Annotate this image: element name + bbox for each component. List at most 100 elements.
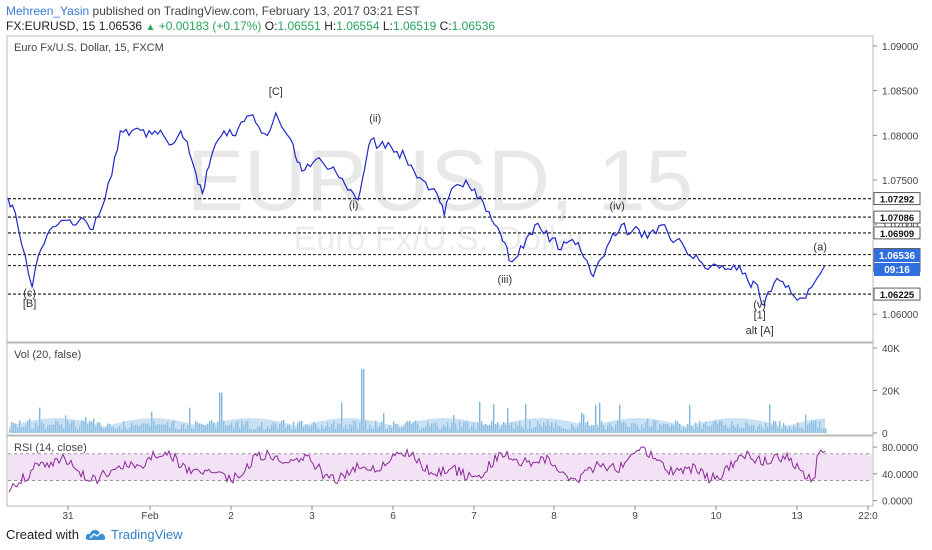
price-change: +0.00183 (+0.17%) <box>158 19 262 33</box>
volume-axis[interactable]: 40K 20K 0 <box>873 344 900 440</box>
wave-label: (a) <box>813 242 826 254</box>
symbol-watermark: EURUSD, 15 <box>187 133 694 229</box>
rsi-band <box>8 453 872 481</box>
level-tag-label: 1.07292 <box>880 195 914 206</box>
level-tags: 1.072921.070861.069091.066661.065431.062… <box>873 192 921 301</box>
price-tick-label: 1.08000 <box>882 131 919 142</box>
volume-bar <box>363 369 365 433</box>
wave-label: [B] <box>23 298 36 310</box>
time-tick-label: 10 <box>710 511 722 522</box>
level-tag-bg <box>873 210 921 224</box>
horizontal-levels <box>8 198 872 295</box>
level-tag-bg <box>873 226 921 240</box>
price-tick-label: 1.06000 <box>882 310 919 321</box>
volume-bar <box>825 428 827 433</box>
rsi-tick-label: 80.0000 <box>882 443 919 454</box>
time-tick-label: 2 <box>228 511 234 522</box>
level-tag-label: 1.07086 <box>880 213 914 224</box>
low-label: L: <box>382 19 393 33</box>
wave-label: (iii) <box>497 274 512 286</box>
time-tick-label: Feb <box>141 511 159 522</box>
price-line <box>7 111 826 307</box>
wave-label: (v) <box>753 299 766 311</box>
volume-bar <box>507 408 509 433</box>
price-tick-label: 1.07000 <box>882 221 919 232</box>
time-tick-label: 7 <box>471 511 477 522</box>
symbol: FX:EURUSD, 15 <box>6 19 96 33</box>
open-label: O: <box>264 19 278 33</box>
volume-bar <box>221 392 223 433</box>
close-value: 1.06536 <box>451 19 496 33</box>
main-pane-frame <box>6 35 874 343</box>
last-price-tag: 1.06536 <box>879 251 916 262</box>
price-series <box>7 111 826 307</box>
volume-bar <box>599 402 601 433</box>
cloud-logo-icon <box>85 529 106 540</box>
price-axis[interactable]: 1.060001.065001.070001.075001.080001.085… <box>873 42 919 321</box>
volume-bar <box>769 404 771 433</box>
ohlc-bar: FX:EURUSD, 15 1.06536 ▲ +0.00183 (+0.17%… <box>6 19 495 33</box>
high-value: 1.06554 <box>336 19 380 33</box>
volume-ma-area <box>9 418 825 433</box>
volume-bar <box>189 407 191 433</box>
volume-bar <box>493 404 495 433</box>
wave-label: (i) <box>349 200 359 212</box>
wave-label: [C] <box>269 86 283 98</box>
time-tick-label: 9 <box>632 511 638 522</box>
rsi-tick-label: 40.0000 <box>882 470 919 481</box>
low-value: 1.06519 <box>392 19 437 33</box>
volume-bar <box>581 412 583 433</box>
time-tick-label: 13 <box>791 511 803 522</box>
countdown-tag-bg <box>874 263 920 276</box>
volume-bar <box>361 369 363 433</box>
author-link[interactable]: Mehreen_Yasin <box>6 4 90 18</box>
volume-bar <box>479 402 481 433</box>
volume-bar <box>595 404 597 433</box>
volume-bar <box>383 413 385 433</box>
volume-tick-label: 40K <box>882 344 900 355</box>
wave-label: (c) <box>23 287 36 299</box>
rsi-series <box>8 446 872 493</box>
price-tick-label: 1.07500 <box>882 176 919 187</box>
level-tag-bg <box>873 287 921 301</box>
volume-bar <box>525 404 527 433</box>
rsi-axis[interactable]: 80.0000 40.0000 0.0000 <box>873 443 919 508</box>
time-tick-label: 31 <box>62 511 74 522</box>
description-watermark: Euro Fx/U.S. Dollar <box>294 220 587 258</box>
wave-label: [1] <box>754 310 766 322</box>
countdown-tag: 09:16 <box>884 265 910 276</box>
volume-bar <box>219 392 221 433</box>
close-label: C: <box>439 19 452 33</box>
volume-bar <box>341 402 343 433</box>
volume-bar <box>619 404 621 433</box>
last-price-tag-bg <box>874 249 920 262</box>
level-tag-label: 1.06909 <box>880 229 914 240</box>
publish-info: Mehreen_Yasin published on TradingView.c… <box>6 4 420 18</box>
time-tick-label: 22:0 <box>858 511 878 522</box>
wave-label: (iv) <box>609 201 624 213</box>
open-value: 1.06551 <box>277 19 321 33</box>
wave-label: alt [A] <box>746 325 774 337</box>
rsi-line <box>8 446 826 493</box>
footer: Created with TradingView <box>6 527 183 542</box>
wave-label: (ii) <box>369 113 381 125</box>
wave-labels: (c)[B] [C] (i) (ii) (iii) (iv) (v)[1] alt [A] (a… <box>23 86 827 337</box>
rsi-tick-label: 0.0000 <box>882 497 913 508</box>
price-tick-label: 1.08500 <box>882 87 919 98</box>
level-tag-label: 1.06225 <box>880 290 915 301</box>
main-legend[interactable]: Euro Fx/U.S. Dollar, 15, FXCM <box>14 42 164 54</box>
time-tick-label: 3 <box>309 511 315 522</box>
volume-legend[interactable]: Vol (20, false) <box>14 349 81 361</box>
tradingview-brand[interactable]: TradingView <box>85 527 183 542</box>
rsi-legend[interactable]: RSI (14, close) <box>14 442 87 454</box>
volume-bar <box>583 414 585 433</box>
volume-tick-label: 0 <box>882 429 888 440</box>
up-arrow-icon: ▲ <box>145 22 156 33</box>
time-axis[interactable]: 31 Feb 2 3 6 7 8 9 10 13 22:0 <box>62 506 878 522</box>
high-label: H: <box>324 19 337 33</box>
time-tick-label: 8 <box>551 511 557 522</box>
volume-bar <box>689 404 691 433</box>
volume-tick-label: 20K <box>882 387 900 398</box>
brand-name: TradingView <box>110 527 183 542</box>
